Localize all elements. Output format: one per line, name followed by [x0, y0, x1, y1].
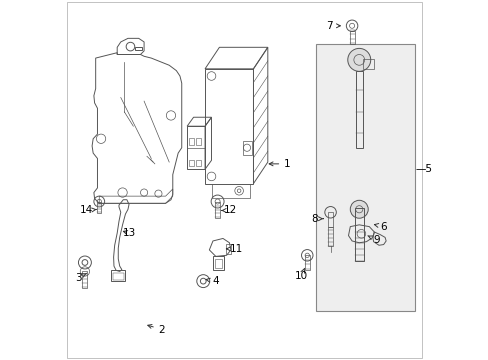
- Bar: [204, 69, 253, 184]
- Text: 4: 4: [206, 276, 219, 286]
- Bar: [304, 255, 309, 270]
- Bar: [196, 160, 201, 166]
- Circle shape: [347, 48, 370, 71]
- Bar: [225, 244, 230, 254]
- Bar: [135, 46, 142, 50]
- Bar: [354, 208, 363, 261]
- Text: 9: 9: [367, 235, 379, 245]
- Bar: [349, 31, 354, 44]
- Text: 10: 10: [294, 268, 307, 281]
- Text: 12: 12: [221, 206, 237, 216]
- Bar: [215, 259, 222, 268]
- Bar: [196, 138, 201, 145]
- Circle shape: [349, 200, 367, 218]
- Bar: [212, 256, 223, 270]
- Text: 8: 8: [310, 214, 323, 224]
- Bar: [189, 138, 194, 145]
- Bar: [82, 271, 87, 288]
- Bar: [111, 270, 125, 281]
- Bar: [316, 44, 414, 311]
- Text: 7: 7: [326, 21, 340, 31]
- Bar: [355, 71, 362, 148]
- Bar: [113, 273, 123, 280]
- Bar: [97, 202, 101, 213]
- Text: 2: 2: [147, 324, 165, 334]
- Text: 13: 13: [122, 228, 135, 238]
- Text: 11: 11: [226, 244, 243, 254]
- Text: 1: 1: [268, 159, 290, 169]
- Bar: [362, 59, 373, 69]
- Bar: [187, 126, 204, 169]
- Bar: [189, 160, 194, 166]
- Text: 14: 14: [80, 206, 96, 216]
- Text: —5: —5: [415, 164, 432, 174]
- Bar: [328, 226, 332, 246]
- Bar: [215, 202, 220, 218]
- Text: 3: 3: [75, 273, 86, 283]
- Text: 6: 6: [374, 222, 386, 231]
- Bar: [242, 140, 251, 155]
- Bar: [327, 212, 333, 226]
